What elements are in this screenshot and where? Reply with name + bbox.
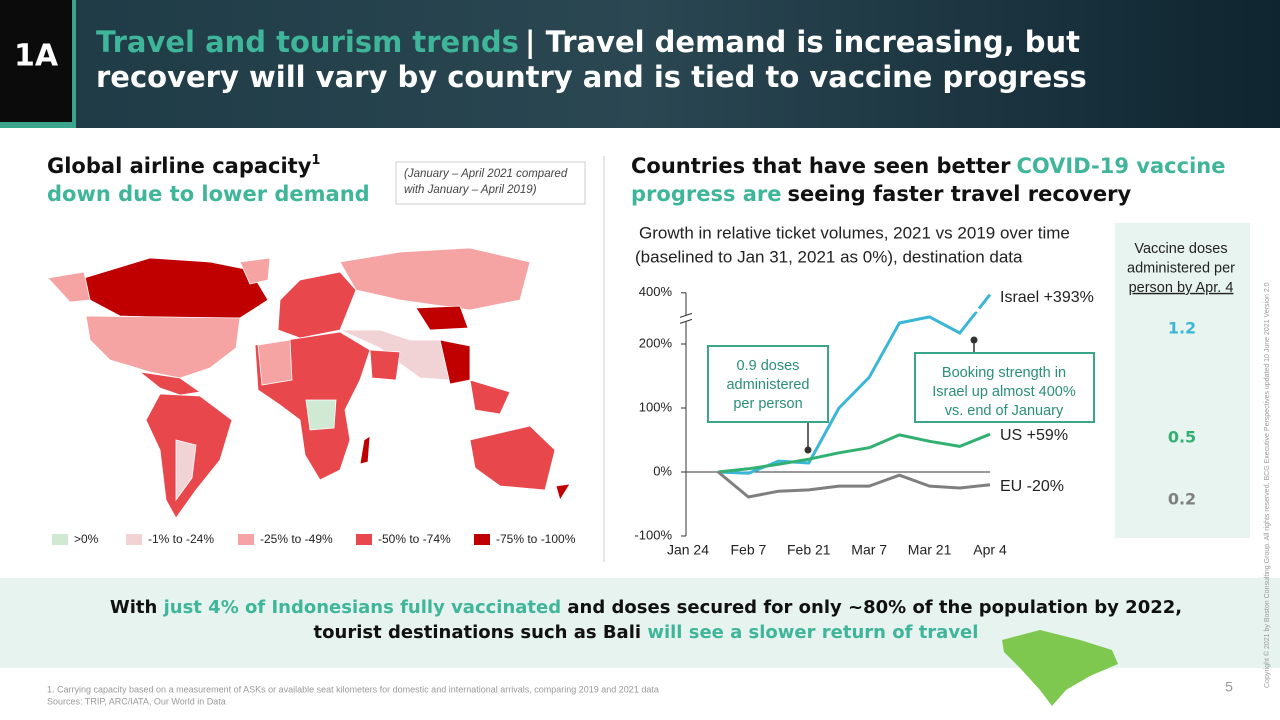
bt: tourist destinations such as Bali — [314, 622, 642, 643]
copyright: Copyright © 2021 by Boston Consulting Gr… — [1263, 282, 1271, 688]
note-line: with January – April 2019) — [404, 184, 537, 196]
y-tick-label: -100% — [634, 527, 672, 542]
line-break — [970, 307, 990, 317]
right-title-b: COVID-19 vaccine — [1016, 154, 1225, 178]
legend-label: -25% to -49% — [260, 532, 333, 546]
annotation-text: Israel up almost 400% — [932, 384, 1076, 400]
legend-swatch — [474, 534, 490, 545]
vaccine-title: Vaccine doses — [1134, 241, 1227, 257]
note-box — [395, 161, 586, 205]
annotation-text: 0.9 doses — [737, 358, 800, 374]
bottom-line1: With just 4% of Indonesians fully vaccin… — [110, 597, 1182, 618]
annotation-text: administered — [726, 377, 809, 393]
vaccine-title: person by Apr. 4 — [1129, 280, 1234, 296]
x-tick-label: Jan 24 — [667, 542, 709, 558]
series-label: EU -20% — [1000, 478, 1064, 495]
left-title-sup: 1 — [311, 153, 320, 168]
header-title: Travel and tourism trends | Travel demand… — [96, 25, 1080, 59]
badge-box — [0, 0, 72, 122]
y-tick-label: 0% — [653, 463, 672, 478]
left-title-1: Global airline capacity — [47, 154, 312, 178]
series-label: US +59% — [1000, 427, 1068, 444]
annotation-text: per person — [733, 396, 802, 412]
bt-accent: will see a slower return of travel — [647, 622, 978, 643]
line-chart: -100% 0% 100% 200% 400% Jan 24 Feb 7 Feb 21 Mar … — [634, 284, 1095, 558]
vaccine-value: 1.2 — [1168, 319, 1196, 338]
x-tick-label: Apr 4 — [973, 542, 1007, 558]
vaccine-value: 0.2 — [1168, 490, 1196, 509]
legend-swatch — [126, 534, 142, 545]
legend-label: -50% to -74% — [378, 532, 451, 546]
x-tick-label: Mar 21 — [908, 542, 952, 558]
badge: 1A — [14, 39, 59, 74]
legend-swatch — [52, 534, 68, 545]
footnote: 1. Carrying capacity based on a measurem… — [47, 684, 659, 694]
series-label: Israel +393% — [1000, 289, 1094, 306]
legend-label: -75% to -100% — [496, 532, 576, 546]
page-number: 5 — [1225, 679, 1233, 695]
right-title-a: Countries that have seen better — [631, 154, 1011, 178]
annotation-box — [914, 352, 1095, 423]
legend-label: -1% to -24% — [148, 532, 214, 546]
right-title: Countries that have seen better COVID-19 … — [631, 154, 1225, 178]
badge-bar — [72, 0, 76, 128]
left-title: Global airline capacity1 — [47, 153, 320, 179]
bottom-line2: tourist destinations such as Bali will s… — [314, 622, 979, 643]
annotation-dot — [970, 336, 978, 344]
series-line — [718, 432, 991, 474]
right-title-2: progress are seeing faster travel recover… — [631, 182, 1132, 206]
vaccine-panel — [1115, 223, 1250, 538]
legend-label: >0% — [74, 532, 99, 546]
sources: Sources: TRIP, ARC/IATA, Our World in Da… — [47, 696, 226, 706]
annotation-text: vs. end of January — [945, 403, 1064, 419]
bt: With — [110, 597, 157, 618]
axis-break-gap — [680, 315, 692, 322]
map-legend: >0% -1% to -24% -25% to -49% -50% to -74% -7… — [52, 532, 576, 546]
legend-swatch — [238, 534, 254, 545]
vaccine-values: Vaccine doses administered per person by A… — [1127, 241, 1235, 509]
annotation-text: Booking strength in — [942, 365, 1066, 381]
y-tick-label: 100% — [639, 399, 673, 414]
x-tick-label: Mar 7 — [851, 542, 887, 558]
x-tick-label: Feb 7 — [730, 542, 766, 558]
vaccine-title: administered per — [1127, 260, 1235, 276]
chart-subtitle: Growth in relative ticket volumes, 2021 … — [639, 223, 1070, 242]
header-band — [0, 0, 1280, 128]
y-tick-label: 200% — [639, 335, 673, 350]
x-tick-label: Feb 21 — [787, 542, 831, 558]
chart-subtitle: (baselined to Jan 31, 2021 as 0%), desti… — [635, 247, 1023, 266]
axis-break — [679, 318, 693, 324]
bali-shape — [1002, 630, 1118, 706]
bt-accent: just 4% of Indonesians fully vaccinated — [163, 597, 562, 618]
y-tick-label: 400% — [639, 284, 673, 299]
bt: and doses secured for only ~80% of the p… — [567, 597, 1182, 618]
right-title-d: seeing faster travel recovery — [788, 182, 1132, 206]
annotation-dot — [804, 446, 812, 454]
axis-break — [679, 312, 693, 318]
header-title-line2: recovery will vary by country and is tie… — [96, 60, 1087, 94]
note-line: (January – April 2021 compared — [404, 168, 568, 180]
left-title-2: down due to lower demand — [47, 182, 370, 206]
series-line — [717, 470, 991, 499]
world-map — [47, 247, 571, 519]
right-title-c: progress are — [631, 182, 782, 206]
title-accent: Travel and tourism trends — [96, 25, 519, 59]
annotation-box — [707, 345, 829, 423]
vaccine-value: 0.5 — [1168, 428, 1196, 447]
title-rest: | Travel demand is increasing, but — [525, 25, 1080, 59]
badge-underline — [0, 122, 76, 128]
legend-swatch — [356, 534, 372, 545]
